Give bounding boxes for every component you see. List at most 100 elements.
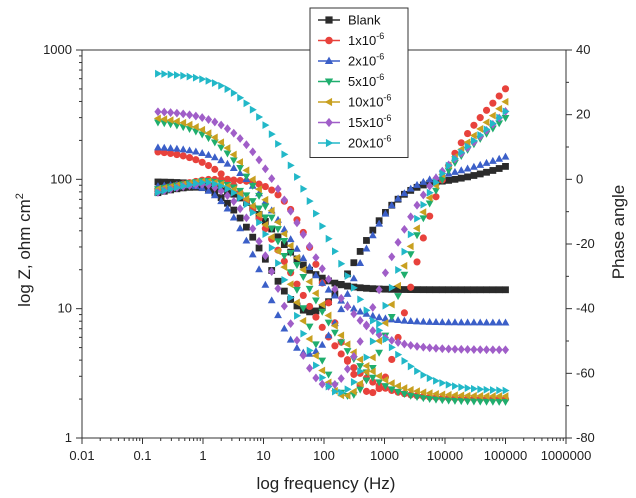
- impedance-point: [343, 348, 352, 356]
- impedance-point: [356, 307, 365, 315]
- legend-label-exponent: -6: [376, 31, 384, 41]
- impedance-point: [426, 286, 434, 294]
- phase-point: [406, 184, 415, 192]
- phase-point: [425, 175, 434, 183]
- phase-point: [318, 379, 326, 389]
- impedance-point: [343, 340, 351, 349]
- phase-point: [439, 169, 447, 178]
- legend-label-exponent: -6: [383, 134, 391, 144]
- legend-marker: [325, 36, 333, 45]
- phase-point: [299, 351, 307, 360]
- phase-point: [180, 182, 188, 190]
- impedance-point: [280, 195, 288, 205]
- impedance-point: [375, 372, 383, 380]
- phase-point: [293, 286, 301, 294]
- impedance-point: [330, 291, 339, 299]
- impedance-point: [369, 316, 377, 325]
- impedance-point: [160, 115, 168, 124]
- impedance-point: [426, 343, 434, 353]
- phase-point: [249, 233, 257, 241]
- impedance-point: [362, 309, 371, 317]
- phase-point: [350, 352, 358, 361]
- impedance-point: [185, 146, 194, 154]
- phase-point: [337, 374, 345, 383]
- impedance-point: [172, 144, 181, 152]
- phase-point: [192, 179, 200, 188]
- impedance-point: [458, 383, 466, 392]
- phase-point: [495, 104, 503, 113]
- phase-point: [236, 214, 244, 222]
- phase-point: [457, 139, 465, 147]
- impedance-point: [431, 389, 439, 398]
- impedance-point: [286, 241, 294, 250]
- legend-marker: [325, 117, 333, 128]
- phase-point: [362, 244, 371, 252]
- impedance-point: [375, 330, 383, 340]
- phase-point: [489, 167, 497, 174]
- impedance-point: [388, 335, 396, 345]
- phase-point: [387, 300, 395, 309]
- phase-point: [161, 186, 169, 195]
- impedance-point: [318, 278, 327, 286]
- legend-label-base: 10x10: [348, 95, 383, 110]
- impedance-point: [230, 128, 238, 138]
- impedance-point: [180, 71, 188, 80]
- phase-point: [406, 251, 415, 259]
- phase-point: [242, 195, 250, 204]
- phase-point: [344, 385, 352, 394]
- impedance-point: [482, 345, 491, 355]
- phase-point: [477, 131, 485, 139]
- impedance-point: [350, 309, 358, 319]
- impedance-point: [438, 318, 447, 326]
- impedance-point: [414, 367, 422, 375]
- phase-point: [413, 200, 421, 210]
- phase-point: [223, 176, 232, 184]
- x-tick-label: 1: [199, 448, 206, 463]
- phase-point: [382, 301, 390, 310]
- impedance-point: [160, 149, 168, 157]
- phase-point: [318, 340, 327, 348]
- phase-point: [230, 197, 238, 206]
- phase-point: [287, 319, 295, 329]
- impedance-point: [388, 343, 396, 352]
- impedance-point: [451, 286, 459, 294]
- phase-point: [230, 188, 238, 197]
- phase-point: [362, 377, 371, 385]
- impedance-point: [483, 286, 490, 294]
- phase-point: [305, 335, 313, 343]
- impedance-point: [179, 145, 188, 153]
- impedance-point: [413, 286, 421, 294]
- impedance-point: [248, 175, 256, 184]
- phase-point: [406, 242, 414, 251]
- impedance-point: [425, 317, 434, 325]
- impedance-point: [406, 392, 415, 400]
- legend-marker: [325, 138, 334, 148]
- phase-point: [363, 353, 371, 362]
- impedance-point: [274, 184, 282, 194]
- phase-point: [349, 387, 357, 396]
- impedance-point: [154, 178, 162, 186]
- impedance-point: [464, 345, 472, 354]
- y2-axis-title: Phase angle: [609, 185, 628, 280]
- impedance-point: [463, 318, 472, 326]
- legend-label: 2x10-6: [348, 52, 384, 69]
- phase-point: [394, 194, 402, 202]
- impedance-point: [464, 384, 472, 392]
- phase-point: [469, 131, 477, 140]
- impedance-point: [375, 379, 384, 387]
- phase-point: [425, 200, 434, 208]
- impedance-point: [395, 350, 403, 359]
- phase-point: [356, 248, 364, 255]
- phase-point: [324, 299, 333, 307]
- impedance-point: [249, 147, 257, 157]
- impedance-point: [236, 134, 244, 143]
- phase-point: [400, 189, 409, 197]
- phase-point: [217, 197, 226, 205]
- x-tick-label: 10: [256, 448, 270, 463]
- y-tick-label: 1: [65, 430, 72, 445]
- impedance-point: [412, 387, 420, 396]
- phase-point: [426, 212, 434, 220]
- impedance-point: [482, 318, 491, 326]
- impedance-point: [167, 108, 175, 117]
